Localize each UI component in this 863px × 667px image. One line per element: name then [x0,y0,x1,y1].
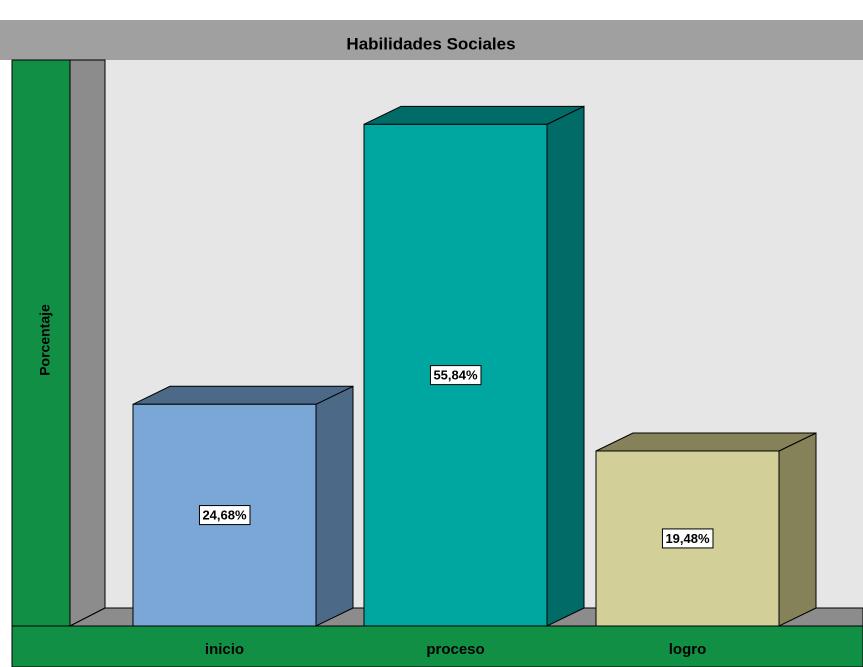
data-label-box [661,528,714,549]
x-tick-label: proceso [426,641,484,658]
data-label: 24,68% [202,508,247,523]
side-wall [69,59,106,627]
bar-top [363,105,585,125]
x-tick-label: inicio [205,641,244,658]
chart-title: Habilidades Sociales [346,34,515,53]
x-axis-panel [11,625,863,667]
data-label: 55,84% [433,368,478,383]
bar-side [546,105,585,627]
data-label-box [198,505,251,526]
data-label-box [429,365,482,386]
data-label: 19,48% [665,531,710,546]
y-axis-label: Porcentaje [37,304,53,376]
bar-top [132,385,354,405]
x-tick-label: logro [669,641,707,658]
bar-top [595,432,817,452]
title-band [0,20,863,60]
bar-side [778,432,817,627]
bar-side [315,385,354,627]
